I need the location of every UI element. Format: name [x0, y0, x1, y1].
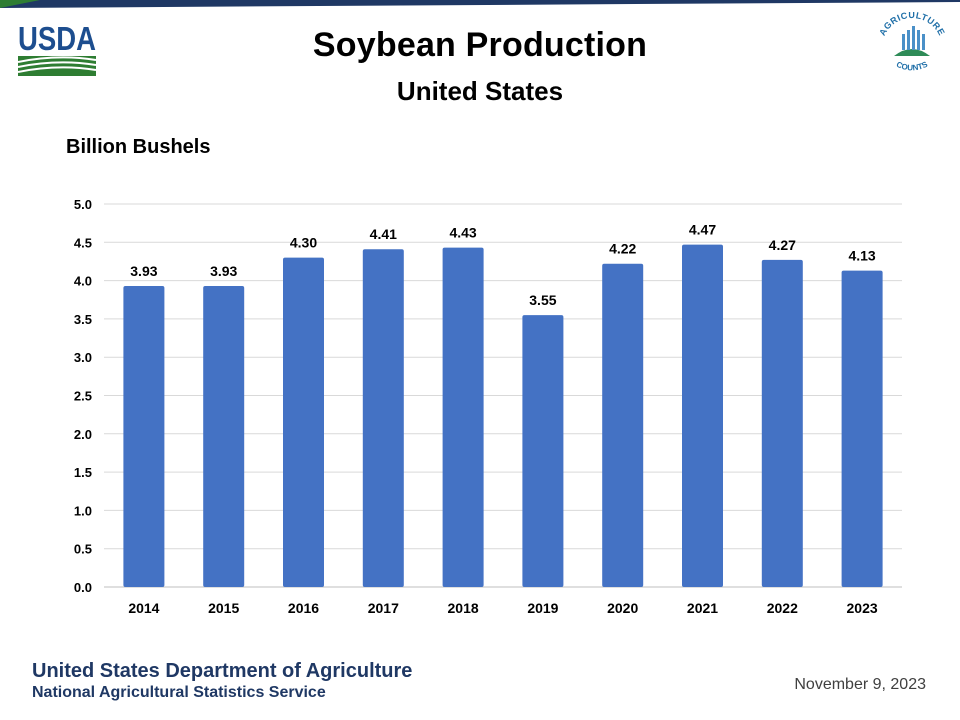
y-tick-label: 0.0	[74, 580, 92, 595]
data-label: 4.22	[609, 241, 636, 257]
y-tick-label: 2.5	[74, 389, 92, 404]
data-label: 3.93	[130, 263, 157, 279]
x-tick-label: 2021	[687, 600, 718, 616]
bar	[283, 257, 324, 587]
bar	[682, 244, 723, 587]
data-label: 4.43	[449, 225, 476, 241]
footer-agency-name: National Agricultural Statistics Service	[32, 684, 326, 701]
y-axis-unit-label: Billion Bushels	[66, 136, 211, 158]
bar	[362, 249, 404, 587]
y-tick-label: 1.5	[74, 465, 92, 480]
bar	[442, 247, 484, 588]
usda-logo-text: USDA	[18, 20, 96, 57]
x-tick-label: 2020	[607, 600, 638, 616]
y-tick-label: 4.0	[74, 274, 92, 289]
data-label: 4.47	[689, 222, 716, 238]
x-tick-label: 2023	[847, 600, 878, 616]
bar	[522, 315, 564, 587]
x-tick-label: 2016	[288, 600, 319, 616]
x-tick-label: 2019	[527, 600, 558, 616]
x-tick-label: 2018	[448, 600, 479, 616]
usda-logo: USDA	[17, 18, 98, 76]
x-tick-label: 2017	[368, 600, 399, 616]
bar	[841, 270, 883, 587]
agriculture-counts-logo: AGRICULTURE COUNTS	[874, 10, 950, 78]
y-tick-label: 3.0	[74, 350, 92, 365]
data-label: 4.27	[769, 237, 796, 253]
y-tick-label: 4.5	[74, 235, 92, 250]
data-label: 4.41	[370, 226, 397, 242]
y-tick-label: 3.5	[74, 312, 92, 327]
y-tick-label: 2.0	[74, 427, 92, 442]
x-tick-label: 2015	[208, 600, 239, 616]
y-tick-label: 1.0	[74, 503, 92, 518]
release-date: November 9, 2023	[794, 676, 926, 693]
x-tick-label: 2022	[767, 600, 798, 616]
svg-text:COUNTS: COUNTS	[895, 59, 930, 72]
data-label: 3.55	[529, 292, 556, 308]
footer-org-name: United States Department of Agriculture	[32, 660, 413, 682]
bar-chart: 0.0 0.5 1.0 1.5 2.0 2.5 3.0 3.5 4.0 4.5 5.0 3.93 201…	[74, 197, 902, 616]
data-label: 4.13	[848, 248, 875, 264]
bar	[602, 263, 644, 587]
header-accent-bar	[0, 0, 960, 8]
chart-title: Soybean Production	[312, 26, 648, 64]
data-label: 3.93	[210, 263, 237, 279]
chart-subtitle: United States	[396, 76, 564, 106]
data-label: 4.30	[290, 235, 317, 251]
bar	[203, 285, 245, 587]
y-tick-label: 0.5	[74, 542, 92, 557]
bar	[123, 285, 165, 587]
bar	[761, 259, 803, 587]
x-tick-label: 2014	[128, 600, 159, 616]
y-tick-label: 5.0	[74, 197, 92, 212]
